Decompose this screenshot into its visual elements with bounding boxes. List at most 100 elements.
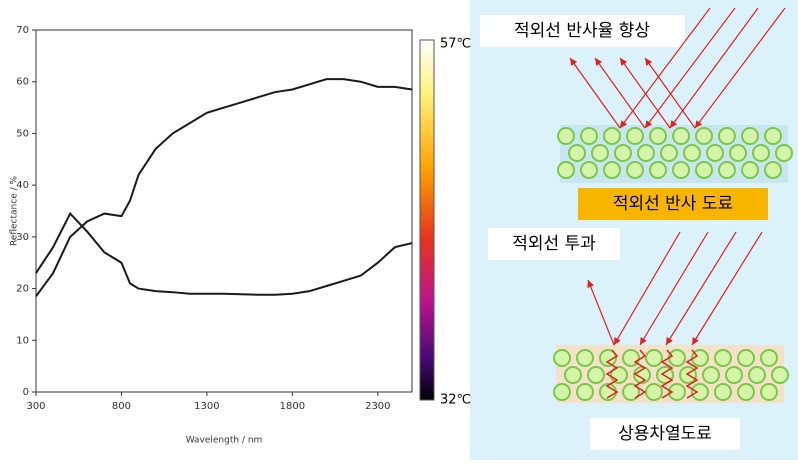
particle [695, 161, 713, 179]
label-box [480, 15, 685, 47]
particle [771, 366, 789, 384]
absorb-wave [660, 349, 674, 399]
label-box [488, 228, 620, 260]
particle [649, 161, 667, 179]
particle [557, 127, 575, 145]
colorbar [419, 39, 435, 401]
particle [622, 383, 640, 401]
ray [691, 231, 763, 346]
y-tick-label: 70 [16, 25, 29, 36]
ray [587, 279, 615, 346]
particle [702, 366, 720, 384]
absorb-wave [605, 349, 619, 399]
ray [619, 57, 671, 129]
absorb-wave [633, 349, 647, 399]
transmit-title: 적외선 투과 [512, 234, 596, 254]
particle [564, 366, 582, 384]
particle [587, 366, 605, 384]
particle [718, 161, 736, 179]
label-box [590, 418, 740, 450]
ray [569, 57, 621, 129]
absorb-wave [685, 349, 699, 399]
common-coating: 상용차열도료 [618, 424, 712, 444]
label-box [578, 188, 768, 220]
particle [637, 144, 655, 162]
ray [613, 231, 681, 346]
particle [741, 161, 759, 179]
x-axis-label: Wavelength / nm [186, 436, 263, 446]
chart-panel [0, 0, 470, 460]
reflect-title: 적외선 반사율 향상 [514, 21, 650, 41]
particle [626, 161, 644, 179]
particle [614, 144, 632, 162]
particle [737, 349, 755, 367]
x-tick-label: 1300 [194, 401, 219, 412]
ray [594, 57, 646, 129]
y-tick-label: 0 [23, 387, 29, 398]
particle [683, 144, 701, 162]
x-tick-label: 2300 [365, 401, 390, 412]
particle [660, 144, 678, 162]
particle [672, 161, 690, 179]
particle [603, 161, 621, 179]
data-line [35, 78, 413, 297]
particle [576, 349, 594, 367]
y-tick-label: 10 [16, 335, 29, 346]
y-tick-label: 20 [16, 284, 29, 295]
particle [672, 127, 690, 145]
particle [580, 127, 598, 145]
particle [764, 127, 782, 145]
particle [748, 366, 766, 384]
data-line [35, 211, 413, 296]
reflect-coating: 적외선 반사 도료 [613, 194, 733, 214]
ray [619, 7, 711, 129]
particle [591, 144, 609, 162]
diagram: 적외선 반사율 향상 적외선 반사 도료 적외선 투과 상용차열도료 [480, 7, 793, 450]
particle [668, 383, 686, 401]
particle [737, 383, 755, 401]
ray [644, 7, 736, 129]
particle [553, 383, 571, 401]
ray [644, 57, 696, 129]
particle [752, 144, 770, 162]
ray [639, 231, 709, 346]
particle [775, 144, 793, 162]
y-tick-label: 60 [16, 77, 29, 88]
particle [580, 161, 598, 179]
particle [645, 349, 663, 367]
x-tick-label: 1800 [280, 401, 305, 412]
particle [645, 383, 663, 401]
particle [599, 349, 617, 367]
particle [691, 383, 709, 401]
particle [668, 349, 686, 367]
particle [714, 349, 732, 367]
ray [665, 231, 737, 346]
particle [557, 161, 575, 179]
y-axis-label: Reflectance / % [10, 176, 20, 247]
particle [760, 349, 778, 367]
y-tick-label: 50 [16, 128, 29, 139]
particle [576, 383, 594, 401]
particle [649, 127, 667, 145]
y-tick-label: 40 [16, 180, 29, 191]
y-tick-label: 30 [16, 232, 29, 243]
particle [725, 366, 743, 384]
particle [760, 383, 778, 401]
colorbar-max: 57℃ [440, 37, 471, 52]
colorbar-min: 32℃ [440, 393, 471, 408]
particle [729, 144, 747, 162]
x-tick-label: 300 [26, 401, 45, 412]
x-tick-label: 800 [112, 401, 131, 412]
ray [694, 7, 786, 129]
plot-frame [35, 29, 413, 393]
particle [695, 127, 713, 145]
particle [714, 383, 732, 401]
particle [603, 127, 621, 145]
particle [706, 144, 724, 162]
ray [669, 7, 759, 129]
particle [741, 127, 759, 145]
particle [764, 161, 782, 179]
particle [553, 349, 571, 367]
particle [718, 127, 736, 145]
